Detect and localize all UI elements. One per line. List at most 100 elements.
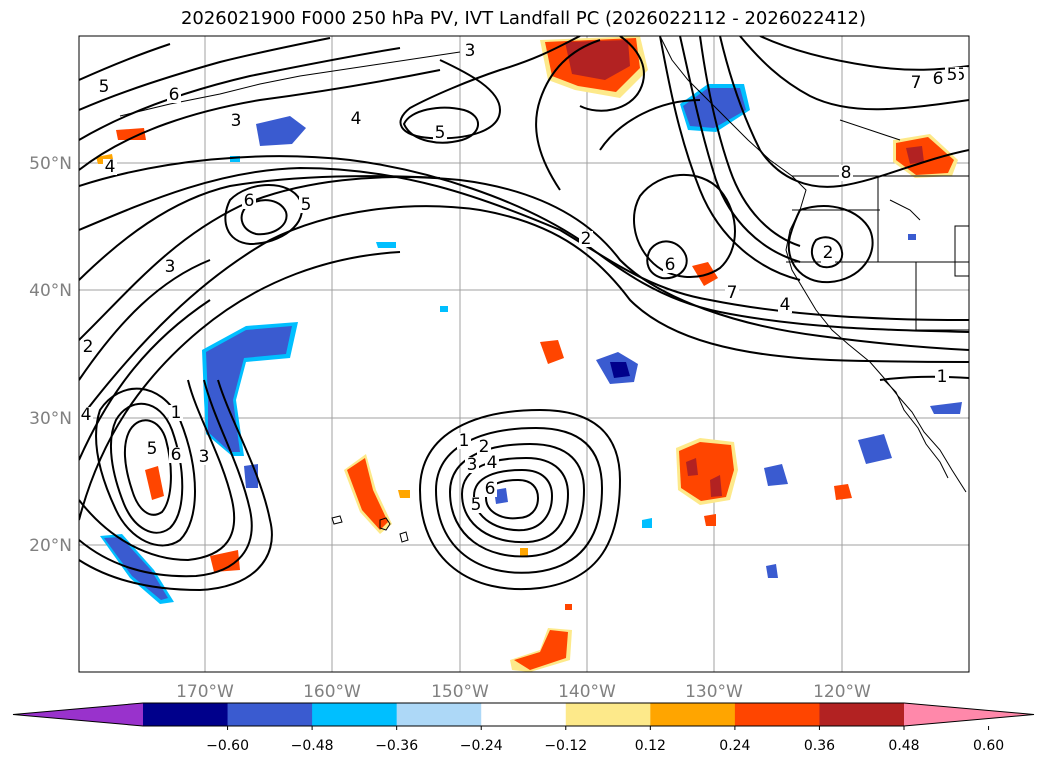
colorbar-tick-label: 0.24	[719, 738, 750, 754]
contour-label: 6	[485, 479, 496, 499]
pv-contours	[79, 36, 969, 592]
pv-contour-closed	[810, 236, 844, 269]
lat-label: 50°N	[29, 154, 72, 174]
pv-contour	[79, 69, 441, 171]
border-box	[954, 225, 969, 277]
contour-label-bg	[169, 405, 183, 421]
ivt-blob	[256, 116, 306, 146]
pv-contour-closed	[472, 468, 554, 532]
contour-label-bg	[485, 455, 499, 471]
contour-label: 5	[99, 77, 110, 97]
pv-contour-closed	[402, 106, 479, 144]
contour-label-bg	[935, 369, 949, 385]
lon-label: 170°W	[176, 682, 234, 702]
ivt-blob	[116, 128, 146, 140]
colorbar-tick-label: −0.12	[544, 738, 587, 754]
contour-label-bg	[579, 231, 593, 247]
colorbar-segment	[565, 703, 651, 726]
colorbar-segment	[819, 703, 905, 726]
contour-label-bg	[465, 457, 479, 473]
contour-label: 3	[199, 447, 210, 467]
ivt-blob	[692, 262, 718, 286]
pv-contour	[79, 176, 969, 351]
ivt-blob	[206, 326, 292, 452]
contour-label: 6	[169, 85, 180, 105]
ivt-blob	[520, 548, 528, 556]
lon-label: 160°W	[303, 682, 361, 702]
colorbar-outline	[12, 702, 1035, 727]
pv-contour	[79, 155, 969, 333]
contour-label-bg	[945, 67, 959, 83]
pv-contour	[535, 39, 601, 191]
contour-label: 3	[467, 455, 478, 475]
ivt-blob	[766, 564, 778, 578]
coastline-lakes	[839, 119, 901, 141]
contour-label-bg	[469, 497, 483, 513]
contour-label: 7	[727, 283, 738, 303]
colorbar-extend-low	[13, 703, 143, 726]
ivt-blob	[686, 458, 698, 476]
ivt-blob	[858, 434, 892, 464]
ivt-positive-shading	[96, 36, 958, 672]
ivt-blob	[398, 490, 410, 498]
colorbar-tick-label: 0.12	[635, 738, 666, 754]
contour-label-bg	[79, 407, 93, 423]
colorbar-tick-label: 0.36	[804, 738, 835, 754]
colorbar-segment	[650, 703, 736, 726]
coastlines	[119, 36, 969, 543]
ivt-blob	[610, 362, 630, 378]
ivt-blob	[906, 146, 924, 164]
colorbar-segment	[227, 703, 313, 726]
contour-label: 5	[947, 65, 958, 85]
pv-contour	[759, 36, 969, 71]
contour-label: 4	[780, 295, 791, 315]
pv-contour	[79, 299, 211, 461]
contour-label-bg	[778, 297, 792, 313]
coastline-hawaii	[399, 531, 409, 543]
contour-label-bg	[103, 159, 117, 175]
contour-label: 2	[823, 243, 834, 263]
pv-contour	[699, 36, 801, 247]
ivt-blob	[908, 234, 916, 240]
contour-label-bg	[477, 439, 491, 455]
colorbar-segment	[143, 703, 229, 726]
pv-contour-closed	[448, 442, 586, 558]
contour-label-bg	[821, 245, 835, 261]
contour-label-bg	[433, 125, 447, 141]
contour-label: 3	[165, 257, 176, 277]
contour-label-bg	[242, 193, 256, 209]
coastline-north-america	[659, 36, 967, 493]
contour-label-bg	[725, 285, 739, 301]
lat-label: 20°N	[29, 536, 72, 556]
coastline-lakes	[889, 199, 921, 221]
ivt-blob	[565, 40, 630, 80]
ivt-blob	[834, 484, 852, 500]
pv-contour	[879, 375, 969, 381]
colorbar-tick-label: −0.48	[291, 738, 334, 754]
colorbar-tick-label: 0.60	[973, 738, 1004, 754]
ivt-blob	[565, 604, 572, 610]
colorbar-tick-label: −0.60	[206, 738, 249, 754]
contour-label: 4	[81, 405, 92, 425]
contour-label-bg	[97, 79, 111, 95]
contour-label-bg	[909, 75, 923, 91]
contour-label-bg	[163, 259, 177, 275]
pv-contour-closed	[787, 205, 874, 284]
contour-label: 3	[465, 41, 476, 61]
ivt-blob	[514, 630, 568, 670]
pv-contour-labels: 5633454653241563721234562654765821	[79, 41, 967, 515]
ivt-blob	[930, 402, 962, 414]
contour-label: 7	[911, 73, 922, 93]
pv-contour-closed	[646, 240, 688, 280]
lon-label: 150°W	[431, 682, 489, 702]
pv-contour	[739, 36, 969, 111]
contour-label: 4	[105, 157, 116, 177]
contour-label: 8	[841, 163, 852, 183]
latitude-labels: 50°N 40°N 30°N 20°N	[29, 154, 72, 556]
ivt-blob	[764, 464, 788, 486]
ivt-blob	[104, 537, 168, 600]
lon-label: 130°W	[685, 682, 743, 702]
colorbar-tick-label: −0.36	[375, 738, 418, 754]
contour-label: 4	[487, 453, 498, 473]
